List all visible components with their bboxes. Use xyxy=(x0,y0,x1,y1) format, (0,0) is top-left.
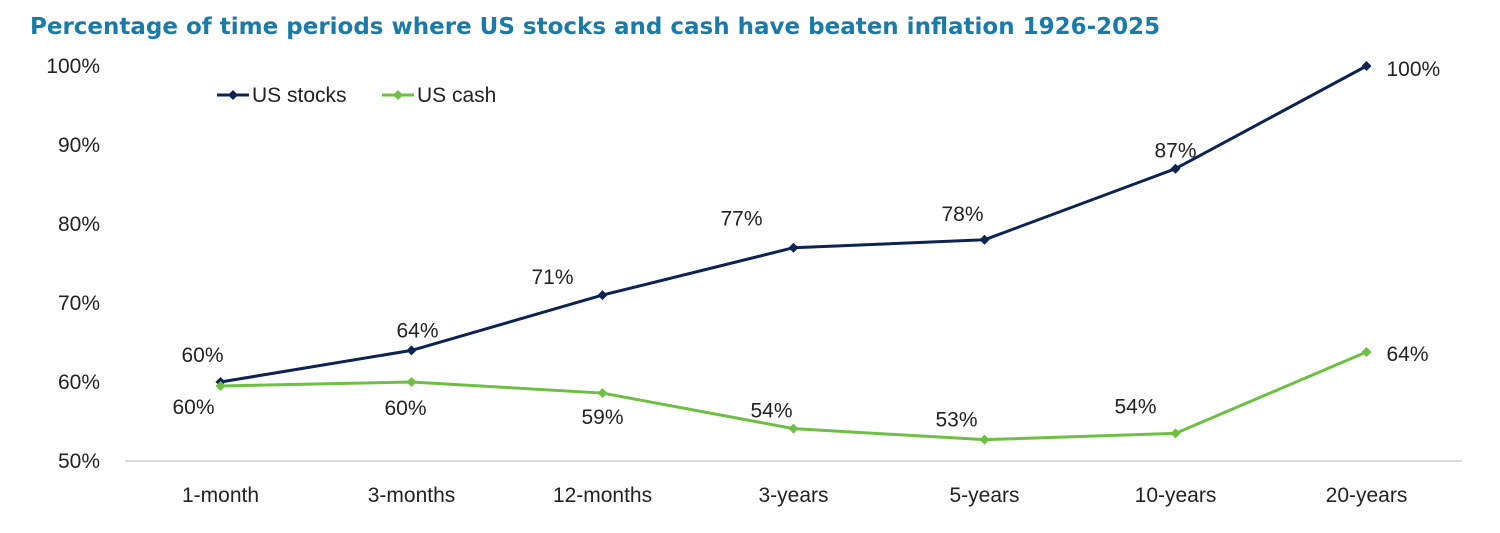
data-label: 71% xyxy=(531,266,573,289)
data-label: 87% xyxy=(1154,140,1196,163)
data-label: 60% xyxy=(181,344,223,367)
data-point xyxy=(1170,163,1181,174)
y-tick-label: 50% xyxy=(58,450,100,473)
data-point xyxy=(788,423,799,434)
data-point xyxy=(788,242,799,253)
x-tick-label: 5-years xyxy=(949,484,1019,507)
data-point xyxy=(1361,346,1372,357)
legend-label: US cash xyxy=(417,84,496,107)
legend-label: US stocks xyxy=(252,84,347,107)
y-tick-label: 60% xyxy=(58,371,100,394)
data-point xyxy=(215,380,226,391)
x-tick-label: 20-years xyxy=(1326,484,1408,507)
x-tick-label: 3-years xyxy=(758,484,828,507)
data-point xyxy=(1170,428,1181,439)
data-label: 59% xyxy=(581,406,623,429)
data-label: 78% xyxy=(941,203,983,226)
x-tick-label: 3-months xyxy=(368,484,456,507)
x-axis-ticks: 1-month 3-months 12-months 3-years 5-years 10… xyxy=(182,484,1407,507)
data-point xyxy=(979,434,990,445)
x-tick-label: 12-months xyxy=(553,484,652,507)
chart-title: Percentage of time periods where US stoc… xyxy=(30,14,1161,40)
data-point xyxy=(597,388,608,399)
y-axis-ticks: 50% 60% 70% 80% 90% 100% xyxy=(46,55,100,473)
data-label: 77% xyxy=(720,208,762,231)
legend-marker xyxy=(228,90,238,100)
legend-marker xyxy=(393,90,403,100)
series-layer xyxy=(215,61,1372,445)
data-label: 64% xyxy=(396,319,438,342)
legend: US stocks US cash xyxy=(217,84,496,107)
data-point xyxy=(597,290,608,301)
data-label: 54% xyxy=(750,400,792,423)
data-point xyxy=(406,377,417,387)
data-label: 100% xyxy=(1387,58,1441,81)
x-tick-label: 1-month xyxy=(182,484,259,507)
data-point xyxy=(1361,61,1372,71)
data-label: 60% xyxy=(384,397,426,420)
data-label: 64% xyxy=(1387,343,1429,366)
series-line-us-stocks xyxy=(220,64,1368,384)
data-labels: 60% 64% 71% 77% 78% 87% 100% 60% 60% 59% 54% 53% 54%… xyxy=(172,58,1440,432)
y-tick-label: 100% xyxy=(46,55,100,78)
data-label: 53% xyxy=(935,409,977,432)
y-tick-label: 90% xyxy=(58,134,100,157)
data-label: 54% xyxy=(1114,395,1156,418)
data-point xyxy=(406,345,417,356)
y-tick-label: 70% xyxy=(58,292,100,315)
y-tick-label: 80% xyxy=(58,213,100,236)
x-tick-label: 10-years xyxy=(1135,484,1217,507)
data-label: 60% xyxy=(172,396,214,419)
data-point xyxy=(979,234,990,245)
